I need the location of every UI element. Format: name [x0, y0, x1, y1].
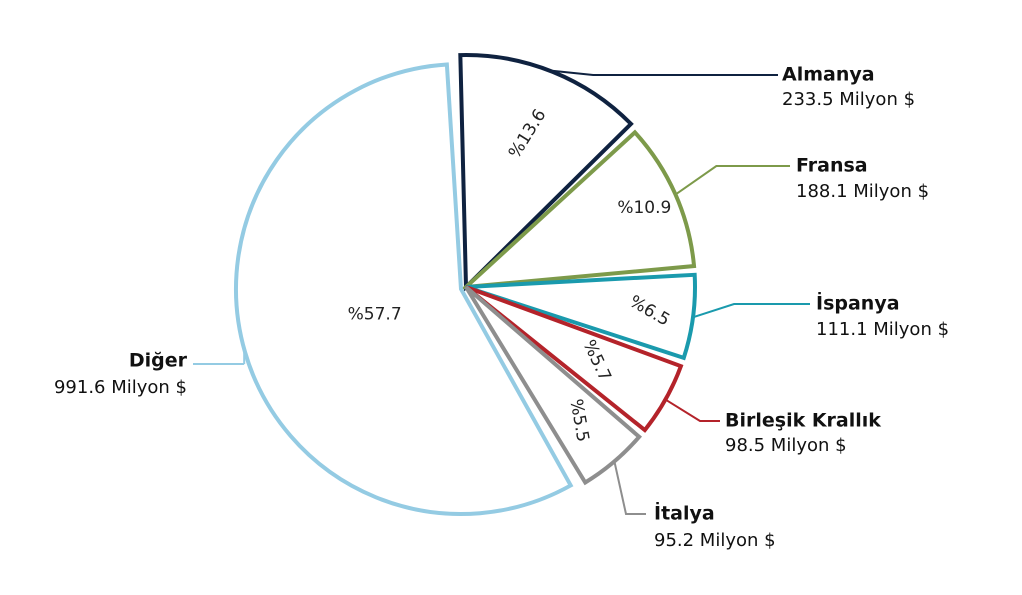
legend-name-diger: Diğer: [129, 350, 188, 372]
legend-value-diger: 991.6 Milyon $: [54, 377, 187, 398]
pie-slice-birlesik-krallik: [464, 285, 684, 433]
pie-slice-ispanya: [465, 272, 697, 361]
leader-line-birlesik-krallik: [665, 399, 720, 422]
percent-label-fransa: %10.9: [617, 198, 671, 218]
pie-slice-fransa: [460, 129, 697, 290]
slice-group-fransa: %10.9 Fransa 188.1 Milyon $: [460, 129, 929, 290]
slice-group-diger: %57.7 Diğer 991.6 Milyon $: [54, 62, 574, 516]
legend-value-ispanya: 111.1 Milyon $: [816, 319, 949, 340]
legend-name-fransa: Fransa: [796, 155, 868, 177]
legend-name-birlesik-krallik: Birleşik Krallık: [725, 410, 881, 432]
legend-name-italya: İtalya: [654, 501, 715, 525]
legend-name-ispanya: İspanya: [816, 291, 900, 315]
leader-line-almanya: [553, 69, 778, 76]
legend-value-fransa: 188.1 Milyon $: [796, 181, 929, 202]
legend-value-birlesik-krallik: 98.5 Milyon $: [725, 435, 847, 456]
leader-line-ispanya: [693, 303, 810, 318]
leader-line-italya: [613, 462, 646, 515]
percent-label-diger: %57.7: [348, 304, 402, 324]
legend-name-almanya: Almanya: [782, 64, 875, 86]
legend-value-almanya: 233.5 Milyon $: [782, 89, 915, 110]
pie-slice-italya: [464, 285, 643, 486]
leader-line-fransa: [675, 165, 790, 195]
pie-slice-diger: [234, 62, 574, 516]
pie-slice-almanya: [458, 53, 634, 292]
legend-value-italya: 95.2 Milyon $: [654, 530, 776, 551]
